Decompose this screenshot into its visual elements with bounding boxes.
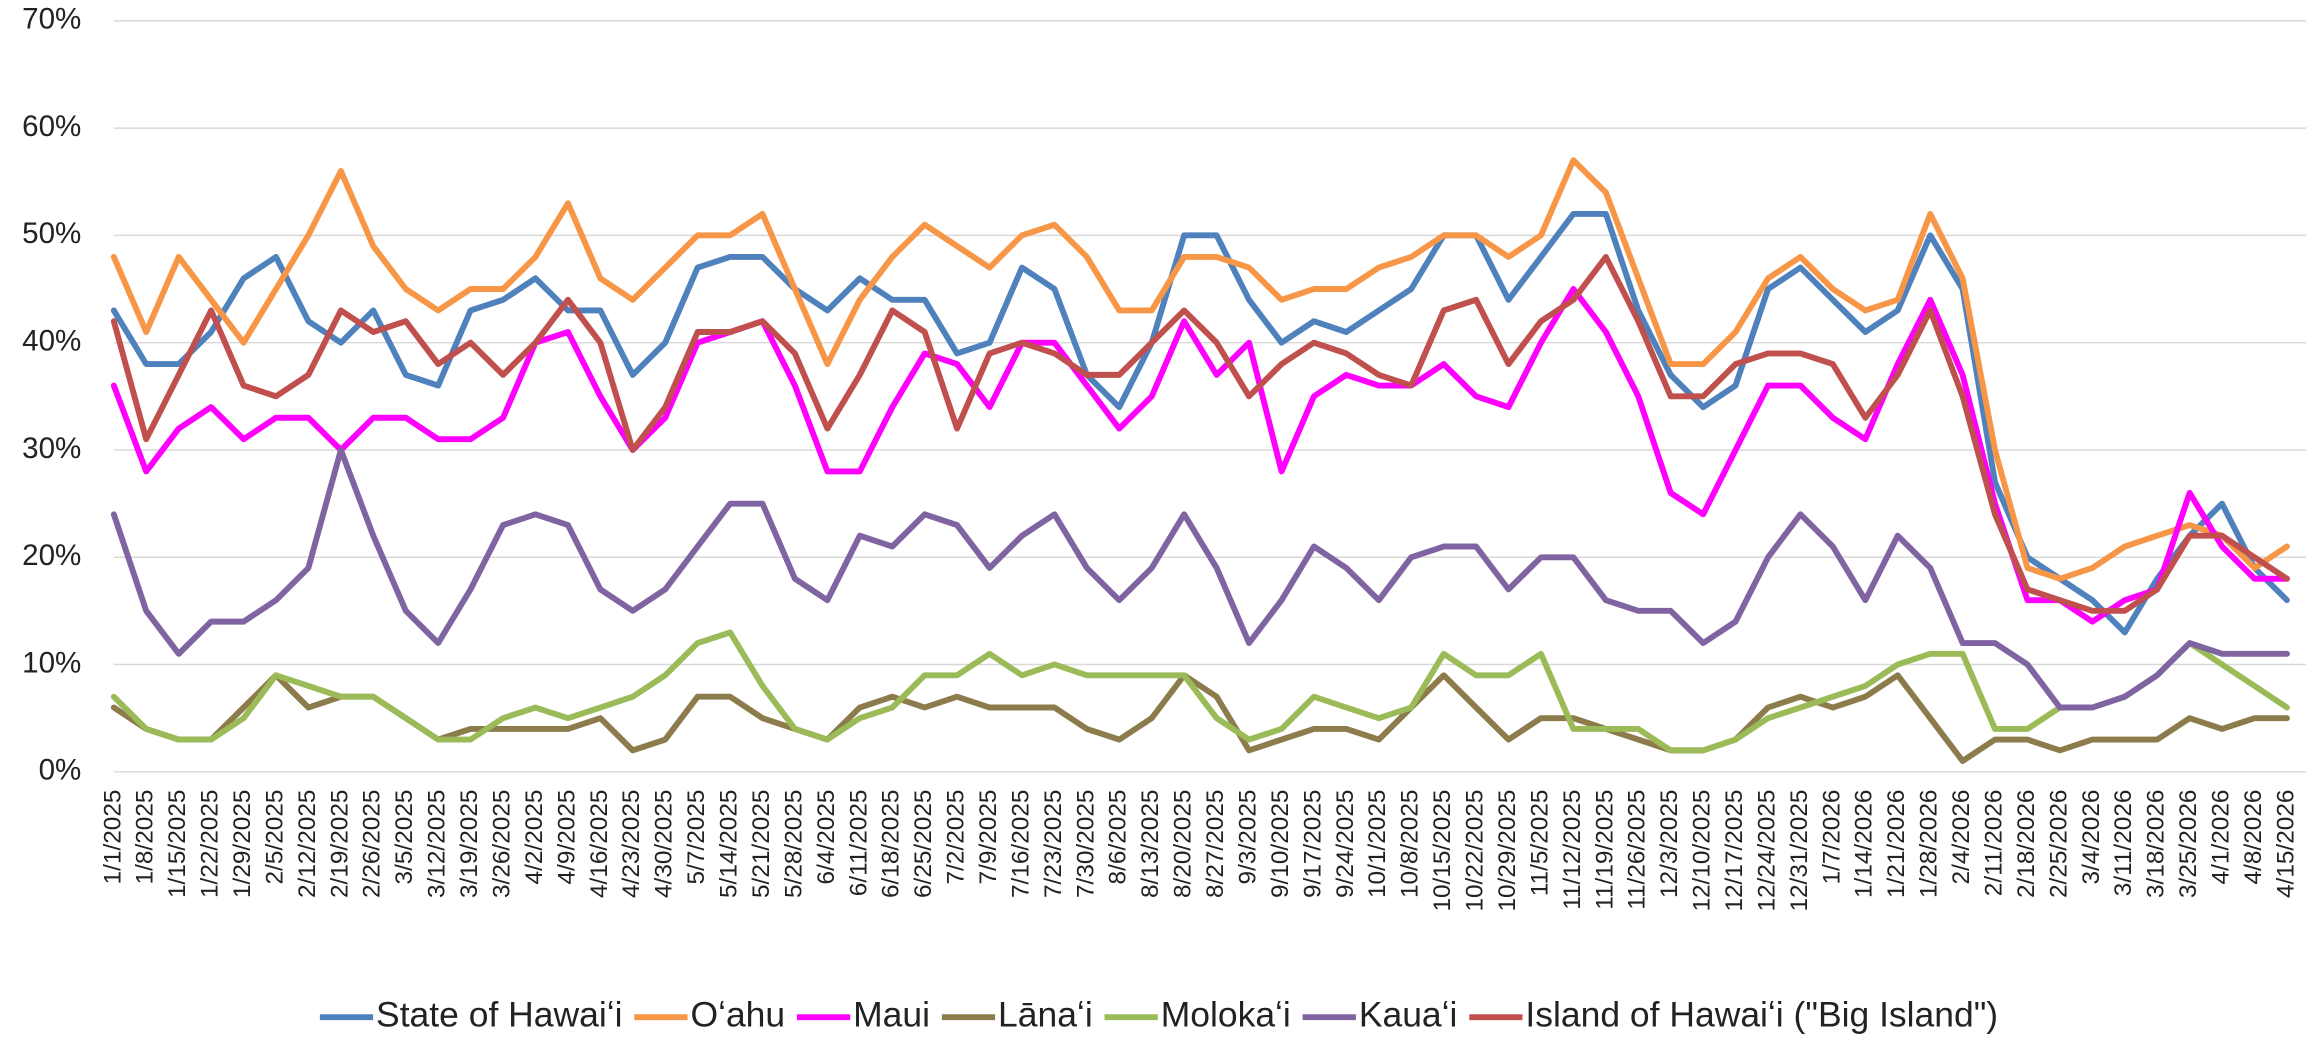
legend-label: State of Hawaiʻi <box>376 995 622 1035</box>
x-tick-label: 3/18/2026 <box>2143 790 2170 898</box>
x-tick-label: 3/11/2026 <box>2110 790 2137 897</box>
x-tick-label: 10/15/2025 <box>1429 790 1456 912</box>
x-tick-label: 1/21/2026 <box>1883 790 1910 898</box>
x-tick-label: 2/25/2026 <box>2045 790 2072 898</box>
x-tick-label: 3/19/2025 <box>456 790 483 898</box>
x-tick-label: 8/27/2025 <box>1202 790 1229 898</box>
x-tick-label: 1/29/2025 <box>229 790 256 898</box>
x-tick-label: 5/14/2025 <box>716 790 743 898</box>
x-tick-label: 4/8/2026 <box>2240 790 2267 885</box>
x-tick-label: 9/17/2025 <box>1299 790 1326 898</box>
x-tick-label: 12/24/2025 <box>1753 790 1780 912</box>
x-tick-label: 2/19/2025 <box>326 790 353 898</box>
x-tick-label: 11/5/2025 <box>1526 790 1553 897</box>
x-tick-label: 6/18/2025 <box>878 790 905 898</box>
x-tick-label: 3/4/2026 <box>2078 790 2105 885</box>
x-tick-label: 10/1/2025 <box>1364 790 1391 898</box>
x-tick-label: 2/11/2026 <box>1980 790 2007 897</box>
x-tick-label: 11/19/2025 <box>1591 790 1618 910</box>
y-tick-label: 40% <box>22 324 81 357</box>
x-tick-label: 2/12/2025 <box>294 790 321 898</box>
y-tick-label: 20% <box>22 539 81 572</box>
x-tick-label: 1/22/2025 <box>197 790 224 898</box>
x-tick-label: 4/30/2025 <box>651 790 678 898</box>
y-tick-label: 60% <box>22 110 81 143</box>
x-tick-label: 8/13/2025 <box>1137 790 1164 898</box>
x-tick-label: 6/25/2025 <box>910 790 937 898</box>
y-tick-label: 50% <box>22 217 81 250</box>
legend: State of Hawaiʻi Oʻahu Maui Lānaʻi Molokaʻi K… <box>319 995 1998 1035</box>
x-tick-label: 11/12/2025 <box>1559 790 1586 910</box>
series-line <box>110 286 2290 625</box>
x-tick-label: 8/6/2025 <box>1105 790 1132 885</box>
legend-label: Lānaʻi <box>998 995 1093 1035</box>
x-tick-label: 3/25/2026 <box>2175 790 2202 898</box>
x-tick-label: 7/16/2025 <box>1007 790 1034 898</box>
series-line <box>110 629 2290 754</box>
x-tick-label: 10/8/2025 <box>1397 790 1424 898</box>
x-tick-label: 6/11/2025 <box>845 790 872 897</box>
y-tick-label: 30% <box>22 432 81 465</box>
x-tick-label: 5/28/2025 <box>780 790 807 898</box>
series-line <box>110 672 2290 764</box>
legend-label: Molokaʻi <box>1161 995 1291 1035</box>
x-tick-label: 4/15/2026 <box>2272 790 2299 898</box>
x-tick-label: 12/3/2025 <box>1656 790 1683 898</box>
x-tick-label: 1/8/2025 <box>132 790 159 885</box>
x-tick-label: 2/4/2026 <box>1948 790 1975 885</box>
x-tick-label: 9/10/2025 <box>1267 790 1294 898</box>
series-line <box>110 253 2290 614</box>
x-tick-label: 4/23/2025 <box>618 790 645 898</box>
x-tick-label: 7/2/2025 <box>943 790 970 885</box>
x-tick-label: 10/22/2025 <box>1462 790 1489 912</box>
x-tick-label: 4/16/2025 <box>586 790 613 898</box>
x-tick-label: 3/12/2025 <box>424 790 451 898</box>
x-tick-label: 2/18/2026 <box>2013 790 2040 898</box>
x-tick-label: 11/26/2025 <box>1624 790 1651 910</box>
x-tick-label: 7/23/2025 <box>1040 790 1067 898</box>
x-tick-label: 1/28/2026 <box>1916 790 1943 898</box>
x-tick-label: 6/4/2025 <box>813 790 840 885</box>
x-tick-label: 1/14/2026 <box>1851 790 1878 898</box>
series-line <box>110 210 2290 636</box>
series-line <box>110 157 2290 582</box>
x-tick-label: 12/10/2025 <box>1689 790 1716 912</box>
legend-label: Kauaʻi <box>1359 995 1458 1035</box>
x-tick-label: 12/31/2025 <box>1786 790 1813 912</box>
x-tick-label: 1/15/2025 <box>164 790 191 898</box>
legend-label: Island of Hawaiʻi ("Big Island") <box>1525 995 1998 1035</box>
x-tick-label: 5/21/2025 <box>748 790 775 898</box>
x-tick-label: 3/5/2025 <box>391 790 418 885</box>
legend-label: Maui <box>853 995 930 1035</box>
x-tick-label: 3/26/2025 <box>488 790 515 898</box>
x-tick-label: 1/1/2025 <box>99 790 126 885</box>
x-tick-label: 8/20/2025 <box>1170 790 1197 898</box>
x-tick-label: 1/7/2026 <box>1818 790 1845 885</box>
x-tick-label: 7/30/2025 <box>1072 790 1099 898</box>
x-tick-label: 4/1/2026 <box>2208 790 2235 885</box>
x-tick-label: 12/17/2025 <box>1721 790 1748 912</box>
x-tick-label: 5/7/2025 <box>683 790 710 885</box>
x-tick-label: 9/24/2025 <box>1332 790 1359 898</box>
x-tick-label: 4/2/2025 <box>521 790 548 885</box>
x-tick-label: 9/3/2025 <box>1234 790 1261 885</box>
x-tick-label: 10/29/2025 <box>1494 790 1521 912</box>
y-tick-label: 0% <box>39 754 82 787</box>
y-tick-label: 10% <box>22 646 81 679</box>
x-tick-label: 2/5/2025 <box>261 790 288 885</box>
legend-label: Oʻahu <box>690 995 785 1035</box>
x-tick-label: 7/9/2025 <box>975 790 1002 885</box>
y-tick-label: 70% <box>22 3 81 36</box>
x-tick-label: 4/9/2025 <box>553 790 580 885</box>
series-line <box>110 447 2290 711</box>
x-tick-label: 2/26/2025 <box>359 790 386 898</box>
